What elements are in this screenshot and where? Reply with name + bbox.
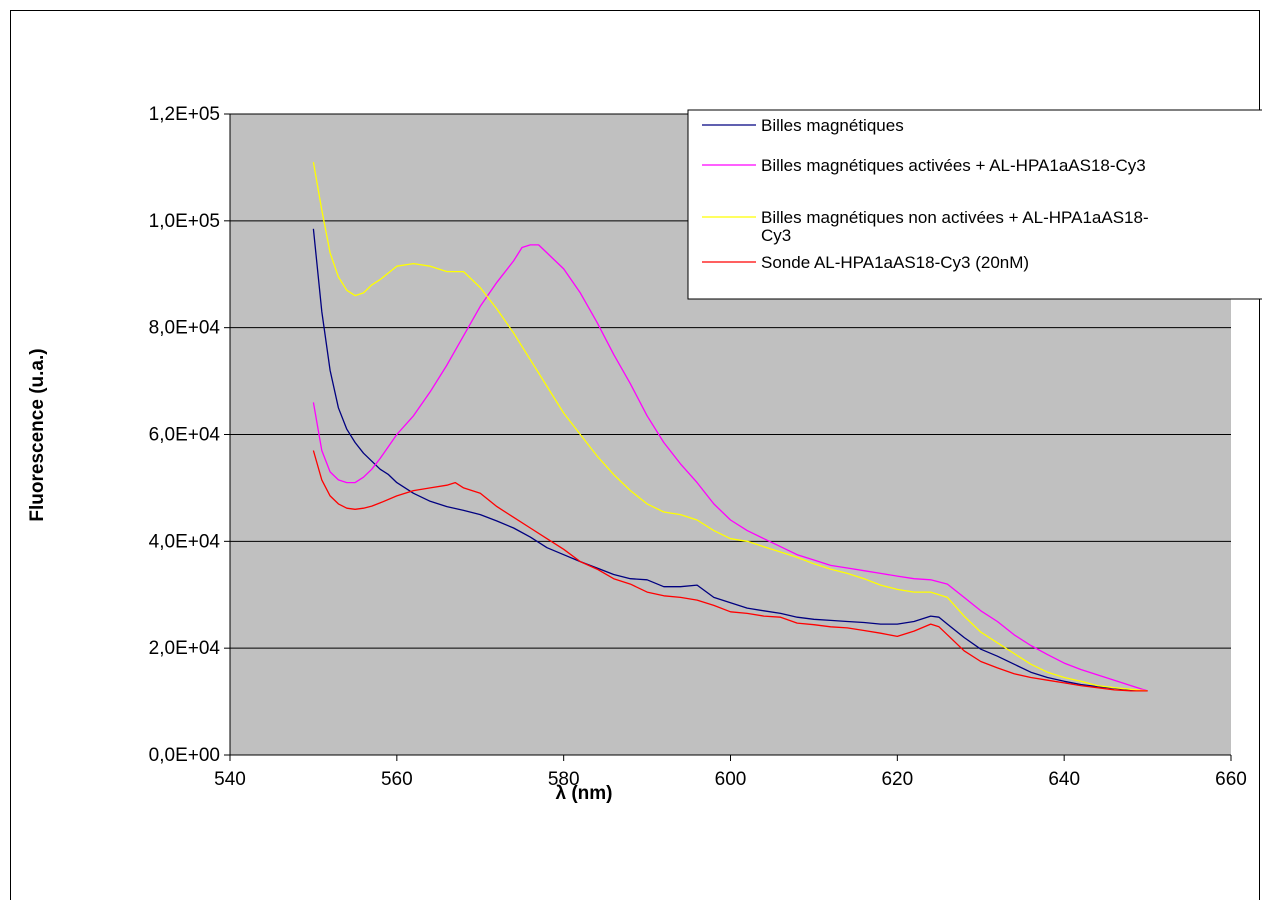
x-tick-label: 580: [548, 769, 580, 790]
y-tick-labels: 0,0E+00 2,0E+04 4,0E+04 6,0E+04 8,0E+04 1,0E+…: [149, 104, 221, 766]
legend-label-2: Billes magnétiques activées + AL-HPA1aAS…: [761, 156, 1146, 175]
legend-label-4: Sonde AL-HPA1aAS18-Cy3 (20nM): [761, 253, 1029, 272]
legend-box: [687, 109, 1262, 300]
y-tick-label: 1,2E+05: [149, 104, 220, 125]
x-tick-labels: 540 560 580 600 620 640 660: [214, 769, 1247, 790]
x-tick-label: 620: [881, 769, 913, 790]
legend: Billes magnétiques Billes magnétiques act…: [687, 109, 1262, 300]
y-tick-label: 0,0E+00: [149, 745, 220, 766]
y-tick-label: 4,0E+04: [149, 531, 221, 552]
y-tick-label: 2,0E+04: [149, 638, 221, 659]
chart-frame: [10, 10, 1260, 900]
legend-label-3: Billes magnétiques non activées + AL-HPA…: [761, 208, 1149, 245]
x-tick-label: 540: [214, 769, 246, 790]
x-tick-label: 600: [715, 769, 747, 790]
y-tick-label: 8,0E+04: [149, 318, 221, 339]
series-line-1: [312, 228, 1148, 692]
y-axis-label: Fluorescence (u.a.): [27, 348, 48, 521]
series-lines: [312, 161, 1148, 692]
x-tick-label: 560: [381, 769, 413, 790]
axes: [224, 113, 1232, 761]
x-tick-label: 660: [1215, 769, 1247, 790]
series-line-3: [312, 161, 1148, 692]
y-tick-label: 6,0E+04: [149, 425, 221, 446]
x-axis-label: λ (nm): [556, 783, 613, 804]
series-line-2: [312, 244, 1148, 692]
series-line-4: [312, 450, 1148, 692]
x-tick-label: 640: [1048, 769, 1080, 790]
y-tick-label: 1,0E+05: [149, 211, 220, 232]
legend-label-1: Billes magnétiques: [761, 116, 904, 135]
